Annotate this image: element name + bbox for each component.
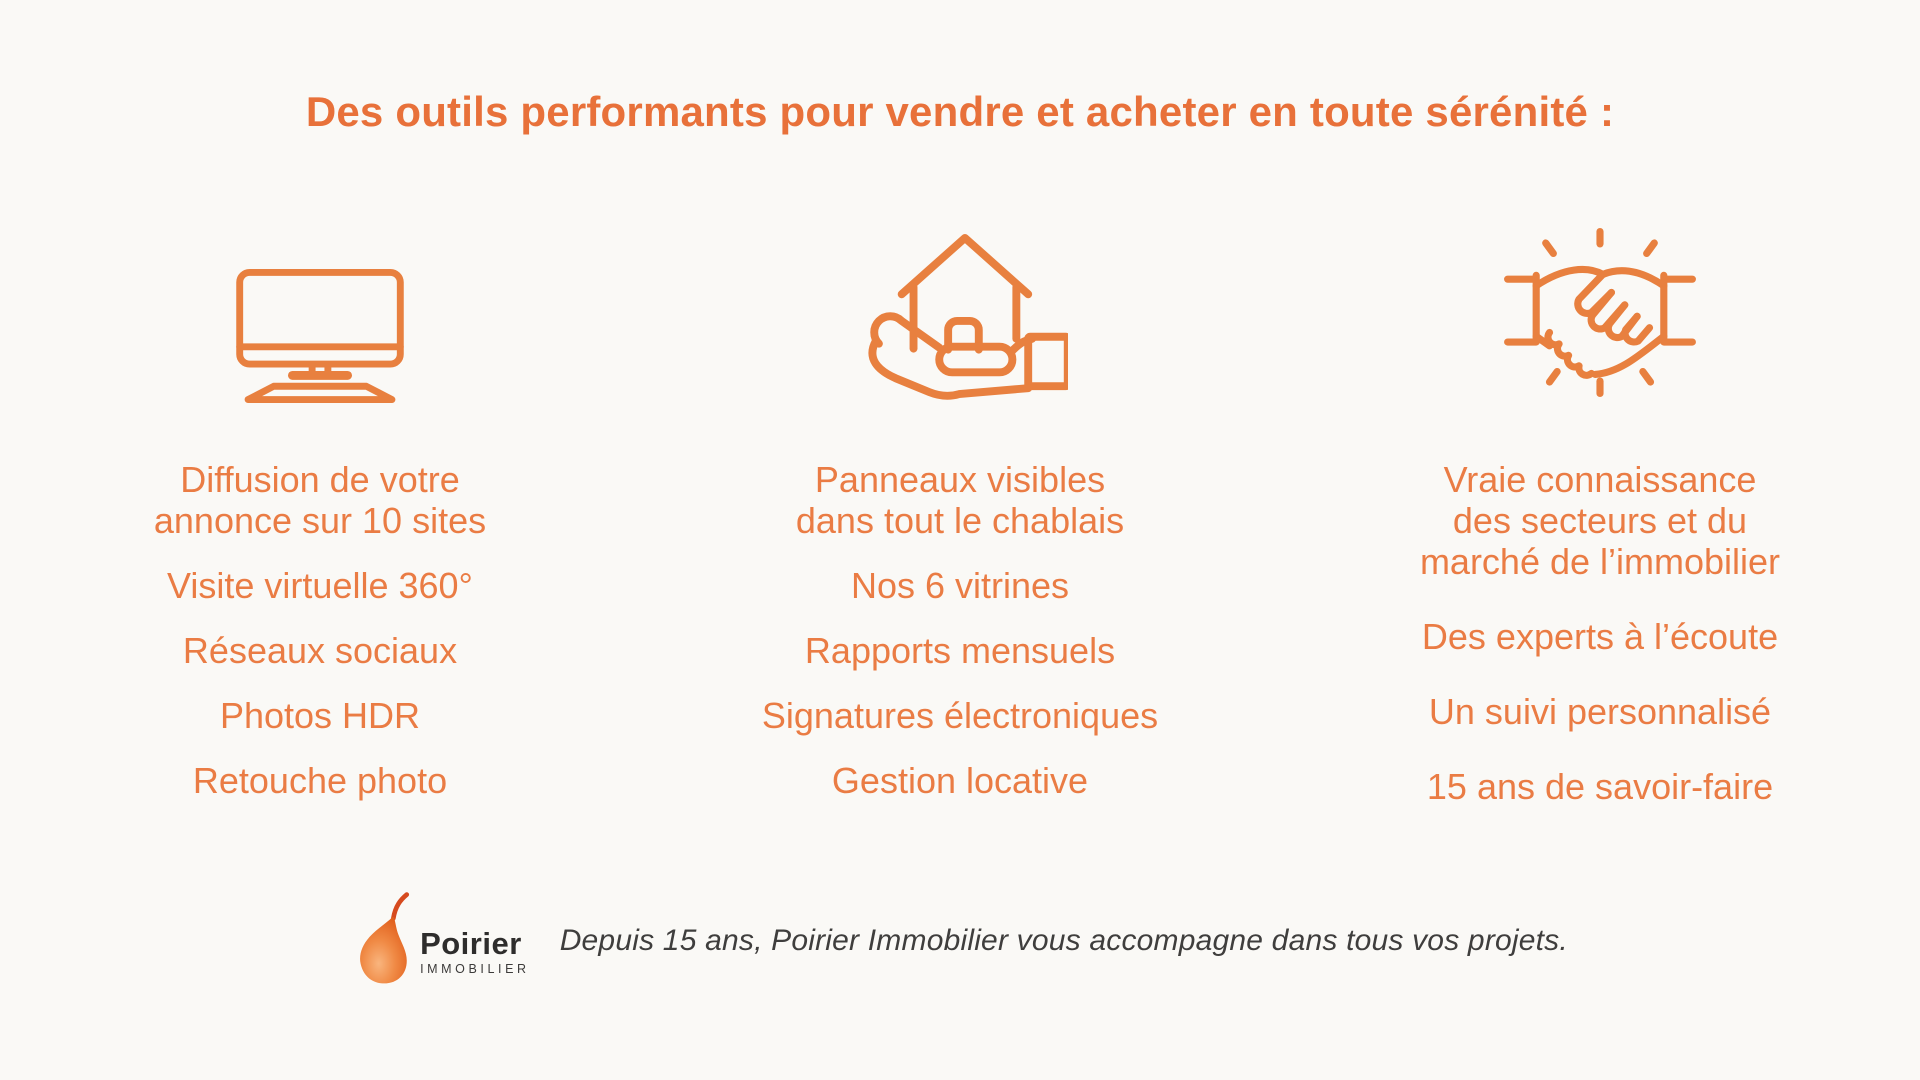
house-in-hand-icon — [640, 203, 1280, 403]
monitor-icon — [0, 203, 640, 403]
logo-name: Poirier — [420, 925, 522, 961]
feature-item: Réseaux sociaux — [182, 629, 458, 671]
logo-text: Poirier IMMOBILIER — [420, 902, 530, 976]
page-title: Des outils performants pour vendre et ac… — [305, 88, 1615, 135]
column-visibility: Panneaux visibles dans tout le chablais … — [640, 203, 1280, 807]
feature-list-expertise: Vraie connaissance des secteurs et du ma… — [1280, 459, 1920, 807]
feature-item: Retouche photo — [192, 759, 448, 801]
logo-subtitle: IMMOBILIER — [420, 961, 530, 976]
feature-item: Nos 6 vitrines — [850, 564, 1070, 606]
feature-item: Gestion locative — [831, 759, 1089, 801]
feature-list-marketing: Diffusion de votre annonce sur 10 sites … — [0, 459, 640, 801]
feature-item: Photos HDR — [219, 694, 421, 736]
feature-item: Des experts à l’écoute — [1421, 615, 1779, 657]
footer-tagline: Depuis 15 ans, Poirier Immobilier vous a… — [559, 923, 1568, 957]
feature-item: Un suivi personnalisé — [1428, 690, 1772, 732]
feature-item: Vraie connaissance des secteurs et du ma… — [1419, 458, 1781, 582]
feature-item: Panneaux visibles dans tout le chablais — [795, 458, 1125, 541]
feature-item: Diffusion de votre annonce sur 10 sites — [153, 458, 487, 541]
feature-list-visibility: Panneaux visibles dans tout le chablais … — [640, 459, 1280, 801]
feature-item: 15 ans de savoir-faire — [1426, 765, 1774, 807]
poirier-logo: Poirier IMMOBILIER — [352, 891, 530, 987]
column-marketing: Diffusion de votre annonce sur 10 sites … — [0, 203, 640, 807]
feature-item: Visite virtuelle 360° — [167, 564, 473, 606]
handshake-icon — [1280, 203, 1920, 403]
feature-columns: Diffusion de votre annonce sur 10 sites … — [0, 203, 1920, 807]
feature-item: Signatures électroniques — [761, 694, 1159, 736]
footer: Poirier IMMOBILIER Depuis 15 ans, Poirie… — [0, 891, 1920, 987]
column-expertise: Vraie connaissance des secteurs et du ma… — [1280, 203, 1920, 807]
feature-item: Rapports mensuels — [804, 629, 1116, 671]
pear-icon — [360, 891, 410, 983]
